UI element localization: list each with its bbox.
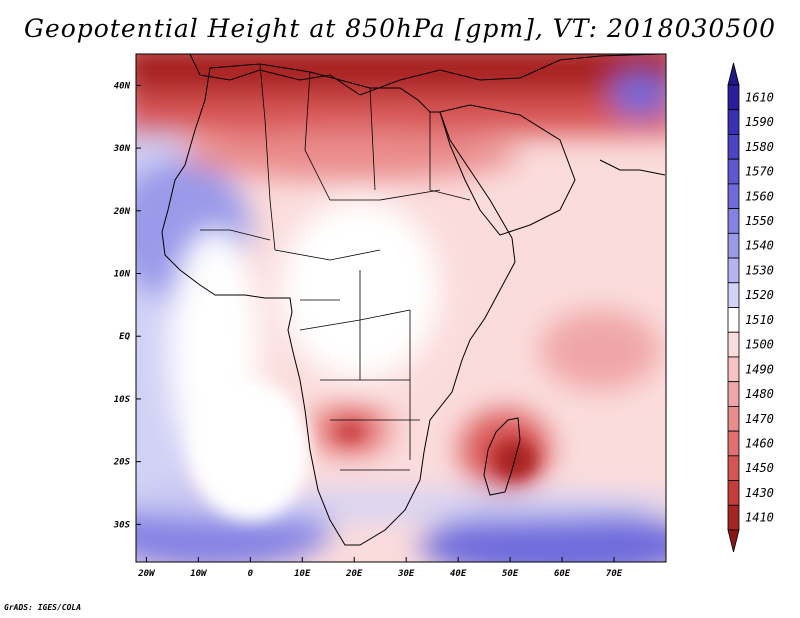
lon-tick-label: 20E: [345, 569, 363, 579]
grads-credit: GrADS: IGES/COLA: [4, 603, 82, 612]
colorbar-label: 1480: [745, 387, 774, 401]
madagascar-outline: [483, 417, 521, 496]
colorbar-label: 1520: [745, 288, 774, 302]
colorbar-swatch: [727, 504, 740, 531]
colorbar-bottom-arrow: [727, 529, 740, 553]
colorbar-swatch: [727, 405, 740, 432]
colorbar-label: 1570: [745, 165, 774, 179]
lon-tick-label: 50E: [502, 569, 519, 579]
colorbar-swatch: [727, 84, 740, 111]
coastlines: [161, 54, 666, 546]
colorbar-swatch: [727, 307, 740, 333]
india-outline: [599, 159, 666, 176]
lat-tick-label: 30N: [113, 144, 131, 154]
arabian-peninsula-outline: [439, 104, 576, 236]
colorbar-label: 1550: [745, 214, 774, 228]
lat-tick-label: 10N: [114, 270, 131, 280]
lat-tick-label: 20S: [113, 458, 131, 468]
colorbar-swatch: [727, 109, 740, 135]
colorbar-label: 1500: [745, 338, 774, 352]
colorbar: 1610 1590 1580 1570 1560 1550 1540 1530 1520 1510…: [727, 62, 774, 553]
colorbar-label: 1410: [745, 511, 774, 525]
colorbar-swatch: [727, 480, 740, 506]
colorbar-swatch: [727, 331, 740, 358]
lat-tick-label: EQ: [119, 332, 130, 342]
lat-tick-label: 20N: [113, 207, 131, 217]
colorbar-swatch: [727, 356, 740, 383]
colorbar-swatch: [727, 134, 740, 160]
colorbar-swatch: [727, 208, 740, 234]
iberia-europe-outline: [189, 54, 661, 96]
colorbar-swatch: [727, 183, 740, 210]
lon-tick-label: 30E: [397, 569, 415, 579]
colorbar-label: 1470: [745, 412, 774, 426]
map-frame: [135, 53, 667, 563]
colorbar-label: 1510: [745, 313, 774, 327]
colorbar-swatch: [727, 232, 740, 259]
colorbar-top-arrow: [727, 62, 740, 86]
country-borders: [200, 63, 471, 471]
lon-tick-label: 70E: [606, 569, 623, 579]
colorbar-swatch: [727, 430, 740, 457]
colorbar-label: 1540: [745, 239, 774, 253]
height-field: [136, 54, 666, 562]
lon-tick-label: 40E: [450, 569, 467, 579]
latitude-ticks: 40N 30N 20N 10N EQ 10S 20S 30S: [113, 81, 141, 530]
lon-tick-label: 60E: [554, 569, 571, 579]
map-title: Geopotential Height at 850hPa [gpm], VT:…: [23, 14, 777, 43]
colorbar-label: 1530: [745, 263, 774, 277]
lat-tick-label: 40N: [114, 81, 131, 91]
colorbar-label: 1580: [745, 140, 774, 154]
africa-outline: [161, 63, 516, 546]
lat-tick-label: 10S: [114, 395, 131, 405]
colorbar-label: 1560: [745, 189, 774, 203]
colorbar-swatch: [727, 257, 740, 284]
colorbar-label: 1590: [745, 115, 774, 129]
colorbar-label: 1430: [745, 486, 774, 500]
lon-tick-label: 20W: [137, 569, 156, 579]
lat-tick-label: 30S: [113, 520, 131, 530]
colorbar-swatch: [727, 381, 740, 407]
colorbar-swatch: [727, 455, 740, 481]
colorbar-label: 1460: [745, 436, 774, 450]
lon-tick-label: 0: [248, 569, 254, 579]
lon-tick-label: 10W: [190, 569, 208, 579]
colorbar-swatch: [727, 158, 740, 185]
longitude-ticks: 20W 10W 0 10E 20E 30E 40E 50E 60E 70E: [137, 557, 623, 579]
colorbar-swatch: [727, 282, 740, 308]
colorbar-label: 1490: [745, 362, 774, 376]
colorbar-label: 1450: [745, 461, 774, 475]
colorbar-label: 1610: [745, 90, 774, 104]
lon-tick-label: 10E: [294, 569, 311, 579]
